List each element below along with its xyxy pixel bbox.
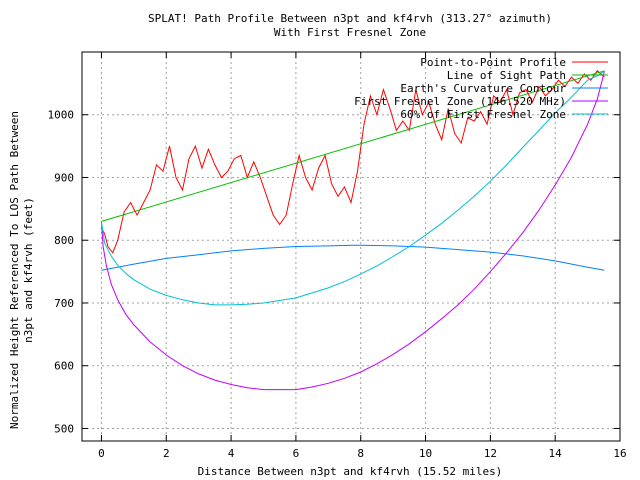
series-lines (100, 70, 605, 391)
axes (81, 51, 621, 442)
x-tick-label: 12 (484, 447, 497, 460)
series-line-3 (100, 70, 605, 391)
x-tick-label: 14 (549, 447, 563, 460)
tick-labels: 0 2 4 6 8 10 12 14 16 500 600 700 800 900 1000 (48, 109, 627, 460)
y-axis-label-line2: n3pt and kf4rvh (feet) (22, 197, 35, 343)
legend-label-1: Line of Sight Path (447, 69, 566, 82)
x-tick-label: 2 (163, 447, 170, 460)
x-tick-label: 8 (357, 447, 364, 460)
x-tick-label: 10 (419, 447, 432, 460)
plot-frame (81, 51, 621, 442)
y-tick-label: 600 (54, 360, 74, 373)
series-line-4 (100, 70, 605, 306)
legend-label-4: 60% of First Fresnel Zone (400, 108, 566, 121)
legend-label-0: Point-to-Point Profile (420, 56, 566, 69)
y-tick-label: 1000 (48, 109, 75, 122)
x-tick-label: 16 (613, 447, 626, 460)
x-axis-label: Distance Between n3pt and kf4rvh (15.52 … (198, 465, 503, 478)
x-tick-label: 0 (98, 447, 105, 460)
series-line-2 (101, 244, 605, 271)
y-tick-label: 500 (54, 422, 74, 435)
series-line-1 (101, 70, 605, 222)
y-axis-label-line1: Normalized Height Referenced To LOS Path… (8, 111, 21, 429)
legend-label-3: First Fresnel Zone (146.520 MHz) (354, 95, 566, 108)
y-tick-label: 800 (54, 234, 74, 247)
legend-label-2: Earth's Curvature Contour (400, 82, 566, 95)
y-tick-label: 900 (54, 171, 74, 184)
x-tick-label: 4 (228, 447, 235, 460)
chart-title-line2: With First Fresnel Zone (274, 26, 426, 39)
x-tick-label: 6 (293, 447, 300, 460)
y-tick-label: 700 (54, 297, 74, 310)
chart-title-line1: SPLAT! Path Profile Between n3pt and kf4… (148, 12, 552, 25)
